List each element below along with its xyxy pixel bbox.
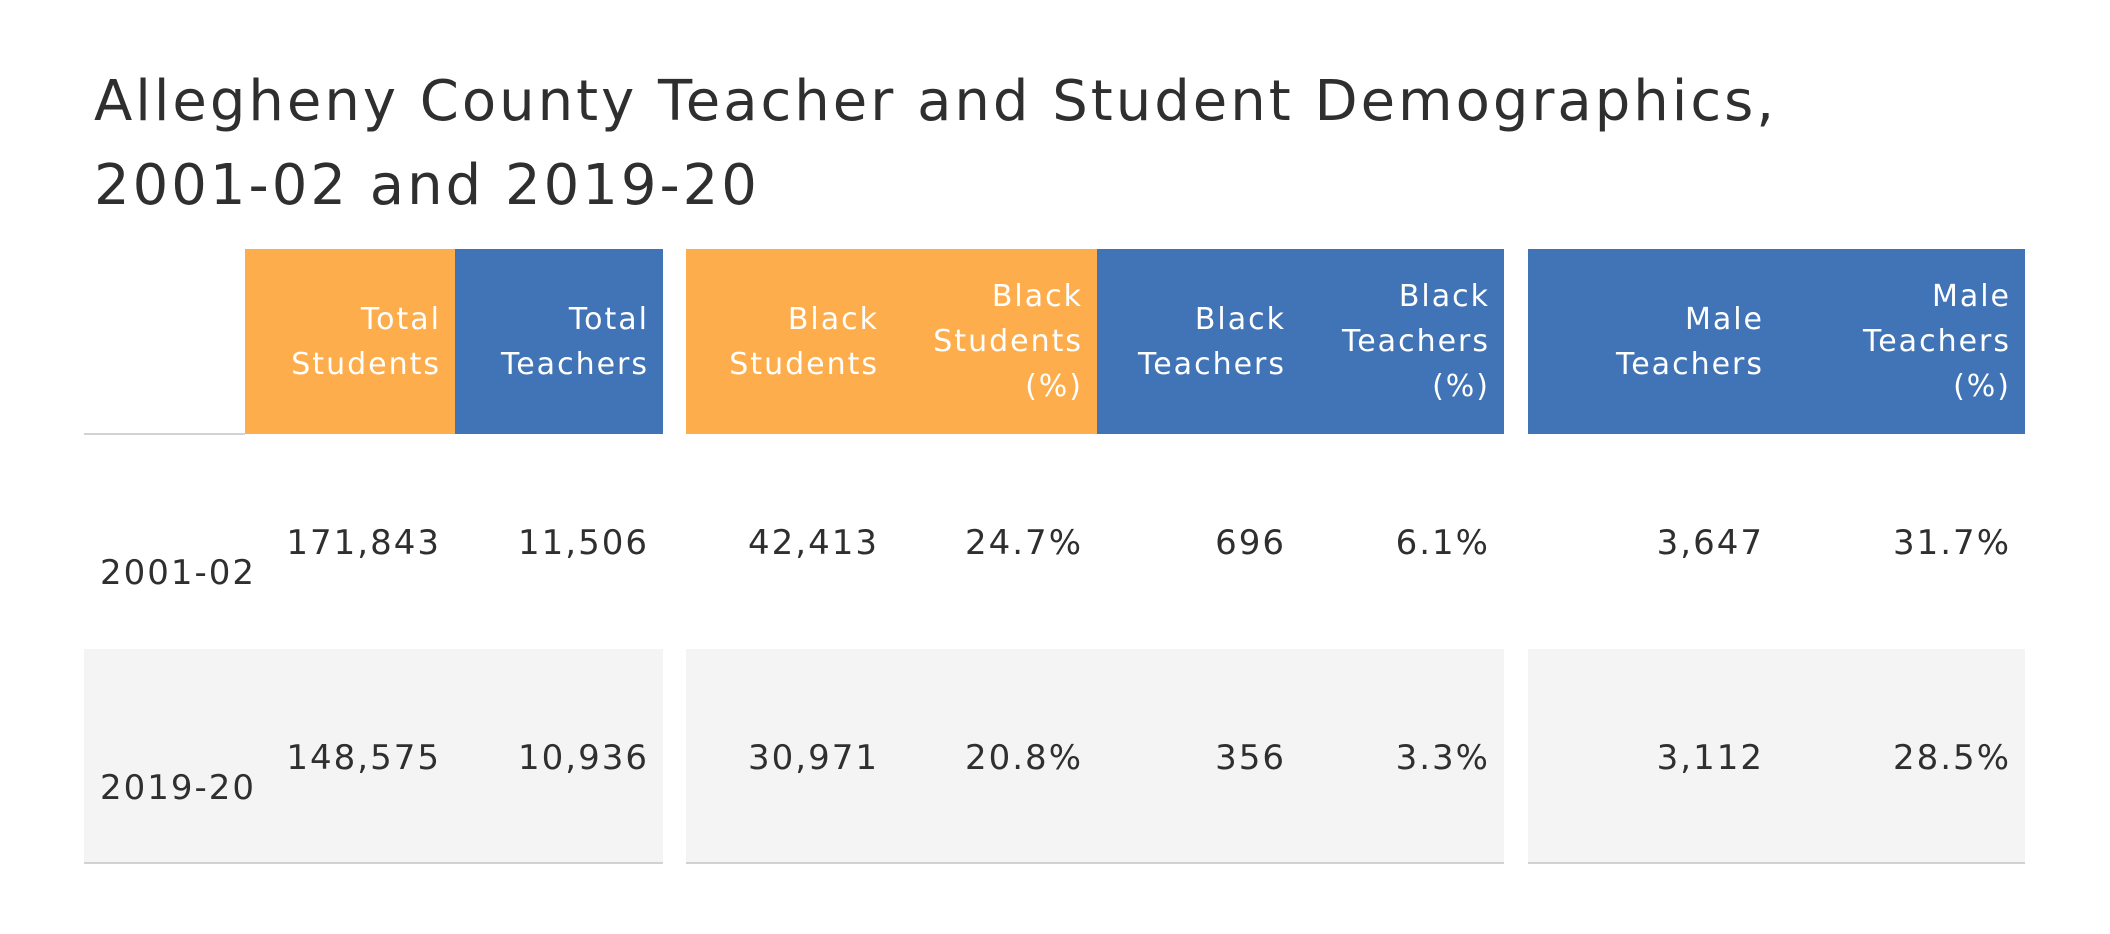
header-label: Black Teachers — [1138, 297, 1286, 387]
header-label: Male Teachers (%) — [1784, 274, 2011, 409]
header-label-line: Teachers — [501, 346, 649, 382]
cell-male-teachers-pct: 31.7% — [1892, 523, 2011, 563]
header-label-line: Total — [360, 301, 441, 337]
header-male-teachers: Male Teachers — [1528, 249, 1778, 434]
cell-black-students-pct: 24.7% — [964, 523, 1083, 563]
header-label-line: Black — [1194, 301, 1286, 337]
cell-black-students: 30,971 — [748, 738, 879, 778]
header-label-line: Black — [1398, 279, 1490, 314]
header-label: Black Students — [729, 297, 879, 387]
header-label-line: Students — [933, 324, 1083, 359]
header-label-line: Teachers — [1138, 346, 1286, 382]
cell-male-teachers-pct: 28.5% — [1892, 738, 2011, 778]
header-male-teachers-pct: Male Teachers (%) — [1778, 249, 2025, 434]
cell-total-students: 171,843 — [286, 523, 441, 563]
header-label-line: Black — [991, 279, 1083, 314]
table-rule-3 — [686, 862, 1504, 864]
cell-black-teachers: 356 — [1215, 738, 1286, 778]
header-black-students-pct: Black Students (%) — [893, 249, 1097, 434]
cell-black-students-pct: 20.8% — [964, 738, 1083, 778]
cell-black-teachers-pct: 6.1% — [1395, 523, 1490, 563]
header-black-students: Black Students — [686, 249, 893, 434]
cell-total-teachers: 11,506 — [518, 523, 649, 563]
header-label-line: (%) — [1432, 369, 1490, 404]
header-label-line: Male Teachers — [1863, 279, 2011, 359]
row-stripe-1 — [84, 649, 663, 863]
cell-black-students: 42,413 — [748, 523, 879, 563]
header-label: Total Teachers — [501, 297, 649, 387]
row-stripe-2 — [686, 649, 1504, 863]
header-label: Total Students — [291, 297, 441, 387]
cell-total-students: 148,575 — [286, 738, 441, 778]
cell-male-teachers: 3,647 — [1656, 523, 1764, 563]
header-label-line: Male Teachers — [1616, 301, 1764, 382]
row-label: 2019-20 — [100, 768, 257, 808]
header-total-teachers: Total Teachers — [455, 249, 663, 434]
header-label-line: Teachers — [1342, 324, 1490, 359]
header-label-line: (%) — [1953, 369, 2011, 404]
cell-male-teachers: 3,112 — [1656, 738, 1764, 778]
table-rule-4 — [1528, 862, 2025, 864]
header-black-teachers-pct: Black Teachers (%) — [1300, 249, 1504, 434]
header-label-line: Students — [729, 346, 879, 382]
header-label: Male Teachers — [1534, 297, 1764, 387]
cell-total-teachers: 10,936 — [518, 738, 649, 778]
chart-title: Allegheny County Teacher and Student Dem… — [94, 69, 1778, 218]
table-rule-1 — [84, 433, 245, 435]
cell-black-teachers: 696 — [1215, 523, 1286, 563]
header-label-line: Black — [787, 301, 879, 337]
cell-black-teachers-pct: 3.3% — [1395, 738, 1490, 778]
row-label: 2001-02 — [100, 553, 257, 593]
header-label-line: Total — [568, 301, 649, 337]
header-label-line: Students — [291, 346, 441, 382]
table-rule-2 — [84, 862, 663, 864]
header-label: Black Students (%) — [933, 274, 1083, 409]
header-total-students: Total Students — [245, 249, 455, 434]
header-label: Black Teachers (%) — [1342, 274, 1490, 409]
header-label-line: (%) — [1025, 369, 1083, 404]
row-stripe-3 — [1528, 649, 2025, 863]
header-black-teachers: Black Teachers — [1097, 249, 1300, 434]
